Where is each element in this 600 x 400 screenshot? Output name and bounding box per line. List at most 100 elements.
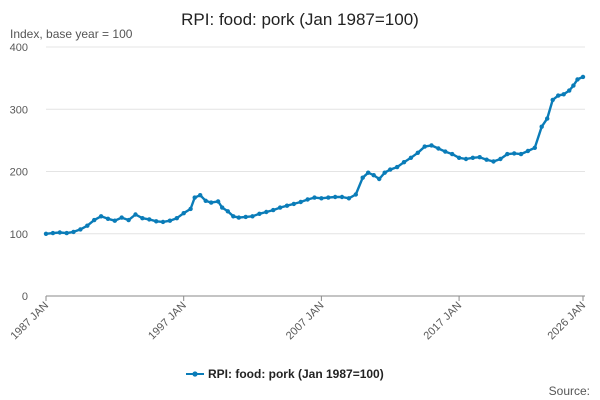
data-point[interactable] — [119, 215, 124, 220]
data-point[interactable] — [181, 211, 186, 216]
data-point[interactable] — [192, 195, 197, 200]
data-point[interactable] — [561, 92, 566, 97]
data-point[interactable] — [556, 93, 561, 98]
data-point[interactable] — [43, 231, 49, 236]
data-point[interactable] — [312, 195, 317, 200]
data-point[interactable] — [271, 207, 276, 213]
data-point[interactable] — [188, 206, 193, 212]
data-point[interactable] — [377, 176, 382, 182]
data-point[interactable] — [284, 203, 290, 208]
data-point[interactable] — [112, 218, 118, 223]
data-point[interactable] — [470, 155, 475, 160]
legend[interactable]: RPI: food: pork (Jan 1987=100) — [186, 367, 384, 381]
data-point[interactable] — [450, 151, 455, 157]
data-point[interactable] — [463, 156, 469, 162]
y-tick-label: 100 — [10, 229, 28, 241]
data-point[interactable] — [580, 74, 586, 80]
data-point[interactable] — [174, 216, 179, 221]
data-point[interactable] — [71, 229, 76, 235]
data-point[interactable] — [498, 156, 503, 162]
data-point[interactable] — [371, 173, 376, 178]
y-tick-label: 200 — [10, 167, 28, 179]
data-point[interactable] — [257, 211, 262, 216]
data-point[interactable] — [436, 146, 441, 151]
y-axis-ticks: 0 100 200 300 400 — [10, 42, 28, 303]
data-point[interactable] — [250, 214, 255, 219]
data-point[interactable] — [198, 193, 203, 198]
data-point[interactable] — [57, 230, 62, 235]
data-point[interactable] — [203, 198, 208, 203]
data-point[interactable] — [550, 97, 555, 103]
data-point[interactable] — [98, 214, 104, 219]
data-point[interactable] — [243, 214, 248, 220]
data-point[interactable] — [319, 196, 324, 201]
data-point[interactable] — [326, 195, 331, 200]
series-line — [44, 75, 585, 235]
x-tick-label: 2017 JAN — [422, 300, 465, 343]
data-point[interactable] — [231, 214, 236, 219]
data-point[interactable] — [215, 199, 221, 204]
data-point[interactable] — [353, 192, 358, 197]
legend-swatch-marker — [192, 371, 198, 377]
data-point[interactable] — [167, 218, 173, 223]
y-tick-label: 300 — [10, 104, 28, 116]
data-point[interactable] — [50, 230, 56, 236]
data-point[interactable] — [532, 145, 537, 150]
data-point[interactable] — [408, 155, 414, 160]
data-point[interactable] — [339, 194, 345, 200]
data-point[interactable] — [484, 157, 489, 162]
data-point[interactable] — [333, 194, 338, 200]
data-point[interactable] — [126, 217, 131, 223]
data-point[interactable] — [346, 196, 352, 201]
data-point[interactable] — [415, 150, 420, 155]
data-point[interactable] — [154, 219, 159, 224]
data-point[interactable] — [505, 151, 510, 157]
data-point[interactable] — [277, 205, 283, 210]
data-point[interactable] — [64, 230, 69, 236]
source-label: Source: — [549, 384, 590, 398]
x-axis-ticks: 1987 JAN 1997 JAN 2007 JAN 2017 JAN 2026 JAN — [8, 296, 588, 342]
data-point[interactable] — [366, 170, 371, 175]
data-point[interactable] — [525, 148, 531, 154]
data-point[interactable] — [147, 217, 152, 222]
data-point[interactable] — [491, 159, 496, 164]
chart-subtitle: Index, base year = 100 — [10, 27, 133, 41]
data-point[interactable] — [388, 167, 393, 172]
data-point[interactable] — [382, 170, 387, 175]
data-point[interactable] — [443, 149, 448, 154]
data-point[interactable] — [220, 205, 225, 210]
data-point[interactable] — [567, 88, 572, 93]
data-point[interactable] — [225, 209, 230, 214]
data-point[interactable] — [105, 216, 111, 221]
chart-title: RPI: food: pork (Jan 1987=100) — [181, 10, 419, 29]
data-point[interactable] — [298, 199, 303, 205]
data-point[interactable] — [236, 215, 241, 220]
data-point[interactable] — [456, 155, 462, 160]
data-point[interactable] — [264, 209, 269, 215]
data-point[interactable] — [360, 175, 365, 180]
data-point[interactable] — [78, 227, 83, 232]
data-point[interactable] — [401, 160, 407, 165]
data-point[interactable] — [539, 124, 544, 129]
data-point[interactable] — [512, 151, 517, 156]
x-tick-label: 2026 JAN — [545, 300, 588, 343]
data-point[interactable] — [140, 216, 145, 221]
data-point[interactable] — [571, 83, 576, 88]
x-tick-label: 1997 JAN — [146, 300, 189, 343]
data-point[interactable] — [545, 116, 550, 121]
data-point[interactable] — [477, 155, 482, 160]
data-point[interactable] — [575, 77, 580, 82]
y-tick-label: 400 — [10, 42, 28, 54]
data-point[interactable] — [429, 143, 434, 148]
data-point[interactable] — [422, 144, 427, 149]
data-point[interactable] — [291, 201, 296, 207]
data-point[interactable] — [160, 219, 166, 225]
data-point[interactable] — [133, 212, 138, 217]
data-point[interactable] — [92, 217, 97, 223]
data-point[interactable] — [394, 164, 400, 170]
data-point[interactable] — [85, 223, 90, 228]
data-point[interactable] — [209, 200, 214, 205]
data-point[interactable] — [518, 151, 524, 157]
data-point[interactable] — [305, 197, 310, 202]
x-tick-label: 1987 JAN — [8, 300, 51, 343]
